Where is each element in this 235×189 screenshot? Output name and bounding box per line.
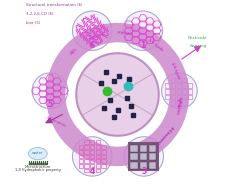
Text: 2,6-tpdc: 2,6-tpdc bbox=[147, 38, 164, 53]
Circle shape bbox=[76, 53, 159, 136]
Bar bbox=[182, 95, 187, 99]
Bar bbox=[84, 164, 89, 168]
Bar bbox=[101, 150, 106, 154]
Bar bbox=[101, 164, 106, 168]
Bar bbox=[29, 163, 47, 165]
Bar bbox=[101, 145, 106, 149]
Text: 3: 3 bbox=[141, 167, 146, 176]
Bar bbox=[96, 164, 100, 168]
Bar bbox=[96, 145, 100, 149]
Bar bbox=[176, 78, 181, 82]
Bar bbox=[171, 95, 176, 99]
Text: 3,2,2,6-CO (6): 3,2,2,6-CO (6) bbox=[26, 12, 53, 16]
Bar bbox=[96, 150, 100, 154]
Bar bbox=[96, 140, 100, 144]
Bar bbox=[79, 164, 83, 168]
Bar bbox=[130, 145, 138, 152]
Bar bbox=[90, 145, 94, 149]
Bar bbox=[171, 89, 176, 94]
Bar bbox=[84, 150, 89, 154]
Bar bbox=[176, 83, 181, 88]
Bar bbox=[96, 155, 100, 158]
Text: Pesticide: Pesticide bbox=[188, 36, 208, 40]
Bar bbox=[182, 89, 187, 94]
Bar bbox=[84, 155, 89, 158]
Circle shape bbox=[72, 11, 112, 50]
Text: 4,4'-oba: 4,4'-oba bbox=[175, 96, 182, 115]
Text: bier (5): bier (5) bbox=[26, 21, 40, 25]
Bar bbox=[90, 150, 94, 154]
Bar bbox=[140, 145, 147, 152]
Bar bbox=[140, 153, 147, 160]
Bar bbox=[79, 159, 83, 163]
Bar bbox=[90, 159, 94, 163]
Text: Sensing: Sensing bbox=[190, 44, 208, 48]
Text: 5: 5 bbox=[47, 100, 52, 109]
Text: 2: 2 bbox=[177, 100, 182, 109]
Bar bbox=[128, 142, 159, 171]
Bar bbox=[176, 89, 181, 94]
Bar bbox=[188, 95, 192, 99]
Bar bbox=[79, 145, 83, 149]
Bar bbox=[79, 150, 83, 154]
Circle shape bbox=[72, 137, 112, 176]
Text: water: water bbox=[32, 151, 44, 155]
Text: Zn: Zn bbox=[124, 84, 132, 89]
Bar bbox=[90, 169, 94, 172]
Circle shape bbox=[162, 73, 197, 108]
Text: 2,5-tpdc: 2,5-tpdc bbox=[169, 61, 180, 81]
Text: Co: Co bbox=[103, 88, 111, 93]
Bar bbox=[165, 89, 170, 94]
Bar bbox=[84, 159, 89, 163]
Text: H2L: H2L bbox=[69, 46, 78, 55]
Ellipse shape bbox=[28, 147, 47, 160]
Bar bbox=[188, 83, 192, 88]
Bar bbox=[79, 155, 83, 158]
Bar bbox=[171, 78, 176, 82]
Bar bbox=[149, 145, 156, 152]
Text: 4: 4 bbox=[90, 167, 95, 176]
Bar bbox=[149, 153, 156, 160]
Bar bbox=[90, 155, 94, 158]
Text: 1: 1 bbox=[140, 41, 145, 50]
Bar bbox=[188, 89, 192, 94]
Bar bbox=[101, 155, 106, 158]
Text: p-phen: p-phen bbox=[88, 32, 105, 41]
Bar bbox=[182, 78, 187, 82]
Bar bbox=[165, 95, 170, 99]
Bar bbox=[90, 140, 94, 144]
Bar bbox=[101, 159, 106, 163]
Text: 6: 6 bbox=[90, 41, 95, 50]
Circle shape bbox=[124, 137, 164, 176]
Bar bbox=[96, 159, 100, 163]
Circle shape bbox=[32, 73, 68, 108]
Bar bbox=[130, 162, 138, 169]
Circle shape bbox=[123, 11, 163, 50]
Bar bbox=[84, 140, 89, 144]
Bar bbox=[84, 145, 89, 149]
Bar bbox=[176, 95, 181, 99]
Bar bbox=[171, 83, 176, 88]
Bar bbox=[182, 100, 187, 105]
Bar bbox=[140, 162, 147, 169]
Bar bbox=[149, 162, 156, 169]
Text: Microstructure: Microstructure bbox=[25, 165, 51, 169]
Text: Structural transformation (6): Structural transformation (6) bbox=[26, 3, 82, 7]
Bar bbox=[182, 83, 187, 88]
Text: p-phen: p-phen bbox=[117, 30, 133, 36]
Bar bbox=[165, 83, 170, 88]
Text: 3-Cinnamic: 3-Cinnamic bbox=[153, 125, 174, 147]
Bar bbox=[130, 153, 138, 160]
Bar bbox=[171, 100, 176, 105]
Text: 3-Cinnamic: 3-Cinnamic bbox=[46, 115, 67, 128]
Bar bbox=[84, 169, 89, 172]
Text: 1-8 Hydrophobic property: 1-8 Hydrophobic property bbox=[15, 167, 61, 172]
Bar bbox=[176, 100, 181, 105]
Bar bbox=[96, 169, 100, 172]
Bar bbox=[90, 164, 94, 168]
